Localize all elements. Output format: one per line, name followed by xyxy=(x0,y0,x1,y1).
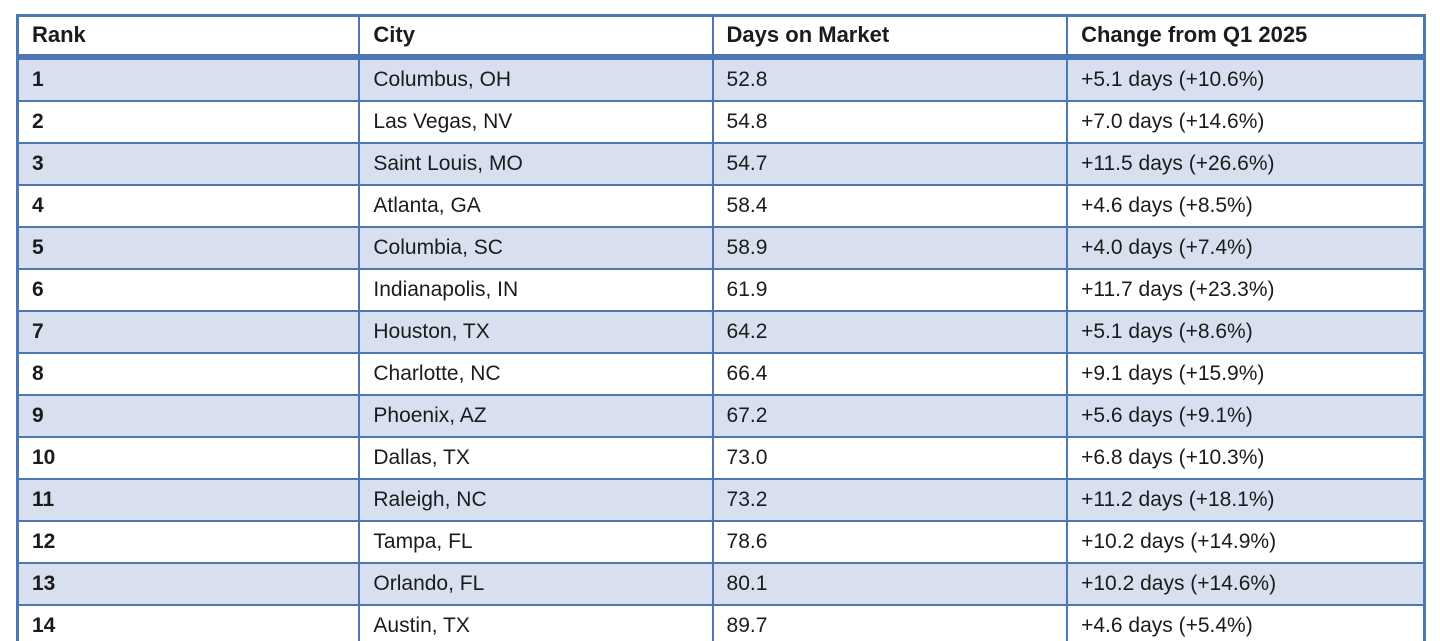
city-cell: Phoenix, AZ xyxy=(358,394,714,438)
days-on-market-cell: 52.8 xyxy=(711,56,1069,102)
city-cell: Columbus, OH xyxy=(358,56,714,102)
city-cell: Houston, TX xyxy=(358,310,714,354)
table-row: 5 Columbia, SC 58.9 +4.0 days (+7.4%) xyxy=(16,226,1426,270)
column-header-city: City xyxy=(358,14,714,60)
change-cell: +5.1 days (+8.6%) xyxy=(1066,310,1426,354)
change-cell: +11.7 days (+23.3%) xyxy=(1066,268,1426,312)
table-row: 3 Saint Louis, MO 54.7 +11.5 days (+26.6%) xyxy=(16,142,1426,186)
days-on-market-cell: 73.0 xyxy=(711,436,1069,480)
table-row: 6 Indianapolis, IN 61.9 +11.7 days (+23.3%) xyxy=(16,268,1426,312)
rank-cell: 5 xyxy=(16,226,361,270)
city-cell: Columbia, SC xyxy=(358,226,714,270)
table-row: 14 Austin, TX 89.7 +4.6 days (+5.4%) xyxy=(16,604,1426,641)
days-on-market-cell: 66.4 xyxy=(711,352,1069,396)
days-on-market-cell: 61.9 xyxy=(711,268,1069,312)
city-cell: Indianapolis, IN xyxy=(358,268,714,312)
rank-cell: 1 xyxy=(16,56,361,102)
city-cell: Raleigh, NC xyxy=(358,478,714,522)
change-cell: +9.1 days (+15.9%) xyxy=(1066,352,1426,396)
table-row: 9 Phoenix, AZ 67.2 +5.6 days (+9.1%) xyxy=(16,394,1426,438)
city-cell: Charlotte, NC xyxy=(358,352,714,396)
days-on-market-cell: 54.7 xyxy=(711,142,1069,186)
rank-cell: 6 xyxy=(16,268,361,312)
change-cell: +11.2 days (+18.1%) xyxy=(1066,478,1426,522)
rank-cell: 7 xyxy=(16,310,361,354)
days-on-market-cell: 67.2 xyxy=(711,394,1069,438)
table-header-row: Rank City Days on Market Change from Q1 202… xyxy=(16,14,1426,60)
rank-cell: 4 xyxy=(16,184,361,228)
change-cell: +4.6 days (+5.4%) xyxy=(1066,604,1426,641)
change-cell: +7.0 days (+14.6%) xyxy=(1066,100,1426,144)
change-cell: +5.1 days (+10.6%) xyxy=(1066,56,1426,102)
days-on-market-cell: 58.9 xyxy=(711,226,1069,270)
rank-cell: 10 xyxy=(16,436,361,480)
days-on-market-table: Rank City Days on Market Change from Q1 202… xyxy=(16,14,1426,641)
column-header-change: Change from Q1 2025 xyxy=(1066,14,1426,60)
city-cell: Orlando, FL xyxy=(358,562,714,606)
table-row: 2 Las Vegas, NV 54.8 +7.0 days (+14.6%) xyxy=(16,100,1426,144)
days-on-market-cell: 78.6 xyxy=(711,520,1069,564)
table-row: 13 Orlando, FL 80.1 +10.2 days (+14.6%) xyxy=(16,562,1426,606)
rank-cell: 13 xyxy=(16,562,361,606)
table-row: 11 Raleigh, NC 73.2 +11.2 days (+18.1%) xyxy=(16,478,1426,522)
days-on-market-cell: 58.4 xyxy=(711,184,1069,228)
days-on-market-cell: 80.1 xyxy=(711,562,1069,606)
table-row: 10 Dallas, TX 73.0 +6.8 days (+10.3%) xyxy=(16,436,1426,480)
rank-cell: 2 xyxy=(16,100,361,144)
city-cell: Saint Louis, MO xyxy=(358,142,714,186)
table-row: 12 Tampa, FL 78.6 +10.2 days (+14.9%) xyxy=(16,520,1426,564)
table-row: 1 Columbus, OH 52.8 +5.1 days (+10.6%) xyxy=(16,56,1426,102)
rank-cell: 3 xyxy=(16,142,361,186)
days-on-market-cell: 64.2 xyxy=(711,310,1069,354)
change-cell: +10.2 days (+14.9%) xyxy=(1066,520,1426,564)
city-cell: Tampa, FL xyxy=(358,520,714,564)
column-header-days-on-market: Days on Market xyxy=(711,14,1069,60)
city-cell: Las Vegas, NV xyxy=(358,100,714,144)
days-on-market-cell: 89.7 xyxy=(711,604,1069,641)
city-cell: Dallas, TX xyxy=(358,436,714,480)
days-on-market-cell: 54.8 xyxy=(711,100,1069,144)
rank-cell: 14 xyxy=(16,604,361,641)
city-cell: Atlanta, GA xyxy=(358,184,714,228)
change-cell: +11.5 days (+26.6%) xyxy=(1066,142,1426,186)
rank-cell: 8 xyxy=(16,352,361,396)
rank-cell: 9 xyxy=(16,394,361,438)
rank-cell: 12 xyxy=(16,520,361,564)
change-cell: +4.0 days (+7.4%) xyxy=(1066,226,1426,270)
table-row: 7 Houston, TX 64.2 +5.1 days (+8.6%) xyxy=(16,310,1426,354)
table-row: 8 Charlotte, NC 66.4 +9.1 days (+15.9%) xyxy=(16,352,1426,396)
days-on-market-cell: 73.2 xyxy=(711,478,1069,522)
change-cell: +10.2 days (+14.6%) xyxy=(1066,562,1426,606)
table-row: 4 Atlanta, GA 58.4 +4.6 days (+8.5%) xyxy=(16,184,1426,228)
city-cell: Austin, TX xyxy=(358,604,714,641)
change-cell: +5.6 days (+9.1%) xyxy=(1066,394,1426,438)
column-header-rank: Rank xyxy=(16,14,361,60)
change-cell: +6.8 days (+10.3%) xyxy=(1066,436,1426,480)
rank-cell: 11 xyxy=(16,478,361,522)
change-cell: +4.6 days (+8.5%) xyxy=(1066,184,1426,228)
